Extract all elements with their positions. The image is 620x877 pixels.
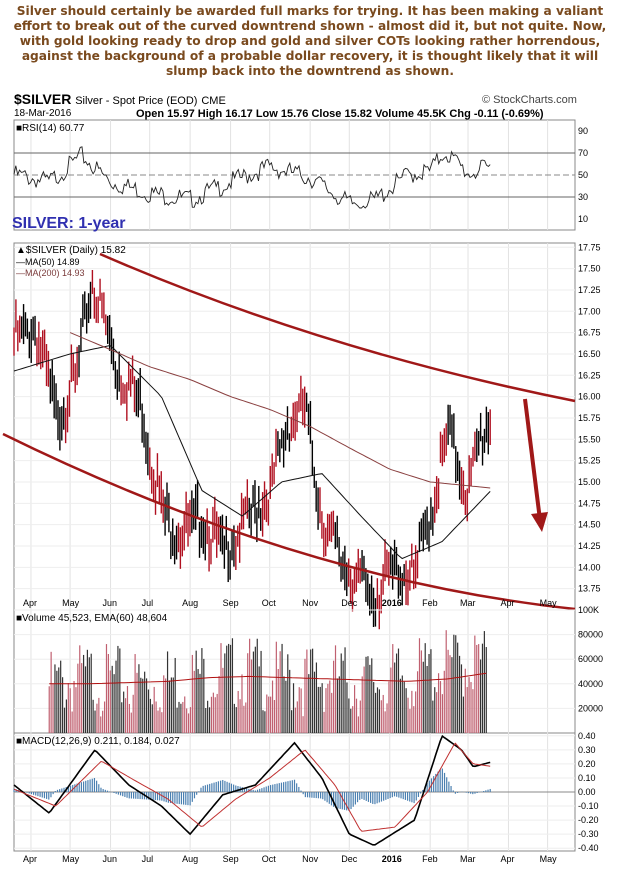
macd-tick-label: 0.10 (578, 773, 596, 783)
macd-x-tick-label: Dec (341, 854, 358, 864)
rsi-tick-label: 30 (578, 192, 588, 202)
macd-tick-label: -0.40 (578, 843, 599, 853)
overlay-label: SILVER: 1-year (12, 215, 126, 232)
macd-x-tick-label: Sep (223, 854, 239, 864)
macd-x-tick-label: Apr (23, 854, 37, 864)
volume-tick-label: 60000 (578, 654, 603, 664)
volume-legend: ■Volume 45,523, EMA(60) 48,604 (16, 613, 168, 624)
price-tick-label: 17.25 (578, 285, 601, 295)
projection-arrow-head (531, 512, 548, 532)
price-tick-label: 17.75 (578, 242, 601, 252)
price-tick-label: 16.75 (578, 328, 601, 338)
price-x-tick-label: 2016 (382, 598, 402, 608)
macd-x-tick-label: May (540, 854, 558, 864)
price-tick-label: 16.50 (578, 349, 601, 359)
quote-line: Open 15.97 High 16.17 Low 15.76 Close 15… (136, 108, 544, 120)
price-x-tick-label: Mar (460, 598, 476, 608)
price-x-tick-label: May (62, 598, 80, 608)
macd-x-tick-label: Aug (182, 854, 198, 864)
price-legend-ma200: —MA(200) 14.93 (16, 268, 85, 278)
price-tick-label: 16.00 (578, 392, 601, 402)
price-x-tick-label: Sep (223, 598, 239, 608)
ma200-line (69, 332, 491, 489)
volume-panel-frame (13, 609, 576, 734)
price-x-tick-label: Apr (23, 598, 37, 608)
volume-ema-line (49, 672, 487, 685)
price-tick-label: 15.75 (578, 413, 601, 423)
rsi-legend: ■RSI(14) 60.77 (16, 123, 85, 134)
price-x-tick-label: Nov (302, 598, 319, 608)
price-tick-label: 14.75 (578, 498, 601, 508)
macd-x-tick-label: Jun (103, 854, 118, 864)
price-x-tick-label: Feb (422, 598, 438, 608)
macd-x-tick-label: Apr (500, 854, 514, 864)
rsi-tick-label: 50 (578, 170, 588, 180)
price-x-tick-label: Dec (341, 598, 358, 608)
macd-x-tick-label: Oct (262, 854, 277, 864)
macd-line (13, 734, 491, 846)
price-tick-label: 15.50 (578, 434, 601, 444)
price-tick-label: 14.50 (578, 520, 601, 530)
macd-tick-label: 0.20 (578, 759, 596, 769)
macd-tick-label: 0.00 (578, 787, 596, 797)
ma50-line (13, 344, 491, 560)
macd-tick-label: -0.30 (578, 829, 599, 839)
price-x-tick-label: Jul (142, 598, 154, 608)
macd-tick-label: 0.30 (578, 745, 596, 755)
volume-tick-label: 20000 (578, 703, 603, 713)
price-x-tick-label: Apr (500, 598, 514, 608)
chart-name: Silver - Spot Price (EOD) (75, 95, 198, 107)
price-tick-label: 16.25 (578, 370, 601, 380)
price-tick-label: 15.25 (578, 456, 601, 466)
macd-x-tick-label: Feb (422, 854, 438, 864)
price-tick-label: 15.00 (578, 477, 601, 487)
macd-tick-label: 0.40 (578, 731, 596, 741)
downtrend-lower-line (2, 432, 576, 611)
price-tick-label: 14.00 (578, 562, 601, 572)
commentary: Silver should certainly be awarded full … (13, 4, 607, 78)
price-tick-label: 17.50 (578, 264, 601, 274)
rsi-tick-label: 10 (578, 214, 588, 224)
macd-x-tick-label: Mar (460, 854, 476, 864)
price-x-tick-label: Oct (262, 598, 277, 608)
projection-arrow (523, 398, 542, 521)
price-legend-ma50: —MA(50) 14.89 (16, 257, 80, 267)
price-tick-label: 17.00 (578, 306, 601, 316)
price-x-tick-label: May (540, 598, 558, 608)
macd-x-tick-label: Jul (142, 854, 154, 864)
price-tick-label: 13.75 (578, 584, 601, 594)
price-legend-symbol: ▲$SILVER (Daily) 15.82 (16, 245, 126, 256)
chart-date: 18-Mar-2016 (14, 108, 72, 119)
rsi-tick-label: 90 (578, 126, 588, 136)
macd-tick-label: -0.10 (578, 801, 599, 811)
volume-tick-label: 80000 (578, 630, 603, 640)
price-x-tick-label: Aug (182, 598, 198, 608)
volume-tick-label: 40000 (578, 679, 603, 689)
exchange: CME (201, 95, 226, 107)
rsi-tick-label: 70 (578, 148, 588, 158)
price-tick-label: 14.25 (578, 541, 601, 551)
downtrend-upper-line (99, 252, 576, 403)
rsi-line (13, 146, 491, 209)
macd-tick-label: -0.20 (578, 815, 599, 825)
macd-x-tick-label: Nov (302, 854, 319, 864)
price-x-tick-label: Jun (103, 598, 118, 608)
macd-x-tick-label: May (62, 854, 80, 864)
macd-x-tick-label: 2016 (382, 854, 402, 864)
macd-signal-line (13, 742, 491, 832)
stockcharts-brand: © StockCharts.com (482, 94, 577, 106)
macd-legend: ■MACD(12,26,9) 0.211, 0.184, 0.027 (16, 736, 180, 747)
chart-symbol: $SILVER Silver - Spot Price (EOD) CME (14, 91, 226, 107)
volume-tick-label: 100K (578, 605, 599, 615)
